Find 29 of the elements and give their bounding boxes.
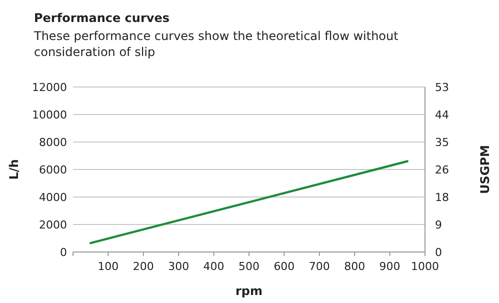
x-tick-label: 700 [308, 260, 330, 273]
x-tick-label: 400 [203, 260, 224, 273]
y-tick-label: 2000 [39, 218, 67, 232]
y-tick-label: 8000 [39, 136, 67, 149]
y2-tick-label: 53 [435, 81, 449, 94]
y2-tick-label: 26 [435, 164, 449, 176]
x-tick-label: 600 [274, 260, 295, 273]
y2-tick-label: 9 [435, 218, 442, 232]
x-tick-label: 900 [379, 260, 400, 273]
chart-title: Performance curves [34, 11, 170, 25]
y2-tick-label: 44 [435, 108, 449, 122]
chart-subtitle: These performance curves show the theoretical flow without consideration of slip [33, 29, 399, 59]
x-tick-label: 500 [238, 260, 260, 273]
x-tick-label: 1000 [411, 260, 439, 273]
x-tick-label: 300 [168, 260, 190, 273]
y-tick-label: 6000 [39, 164, 67, 176]
x-tick-label: 200 [132, 260, 154, 273]
y-tick-label: 0 [60, 246, 67, 259]
y-tick-label: 12000 [32, 81, 67, 94]
y-tick-label: 10000 [32, 108, 67, 122]
y-axis-title: L/h [7, 159, 21, 180]
y2-tick-label: 35 [435, 136, 449, 150]
y2-axis-title: USGPM [478, 145, 492, 194]
x-axis-title: rpm [235, 284, 263, 298]
x-tick-label: 100 [98, 260, 119, 273]
y2-tick-label: 18 [435, 190, 449, 204]
x-tick-label: 800 [344, 260, 366, 273]
y-tick-label: 4000 [39, 191, 67, 204]
y2-tick-label: 0 [435, 246, 442, 259]
